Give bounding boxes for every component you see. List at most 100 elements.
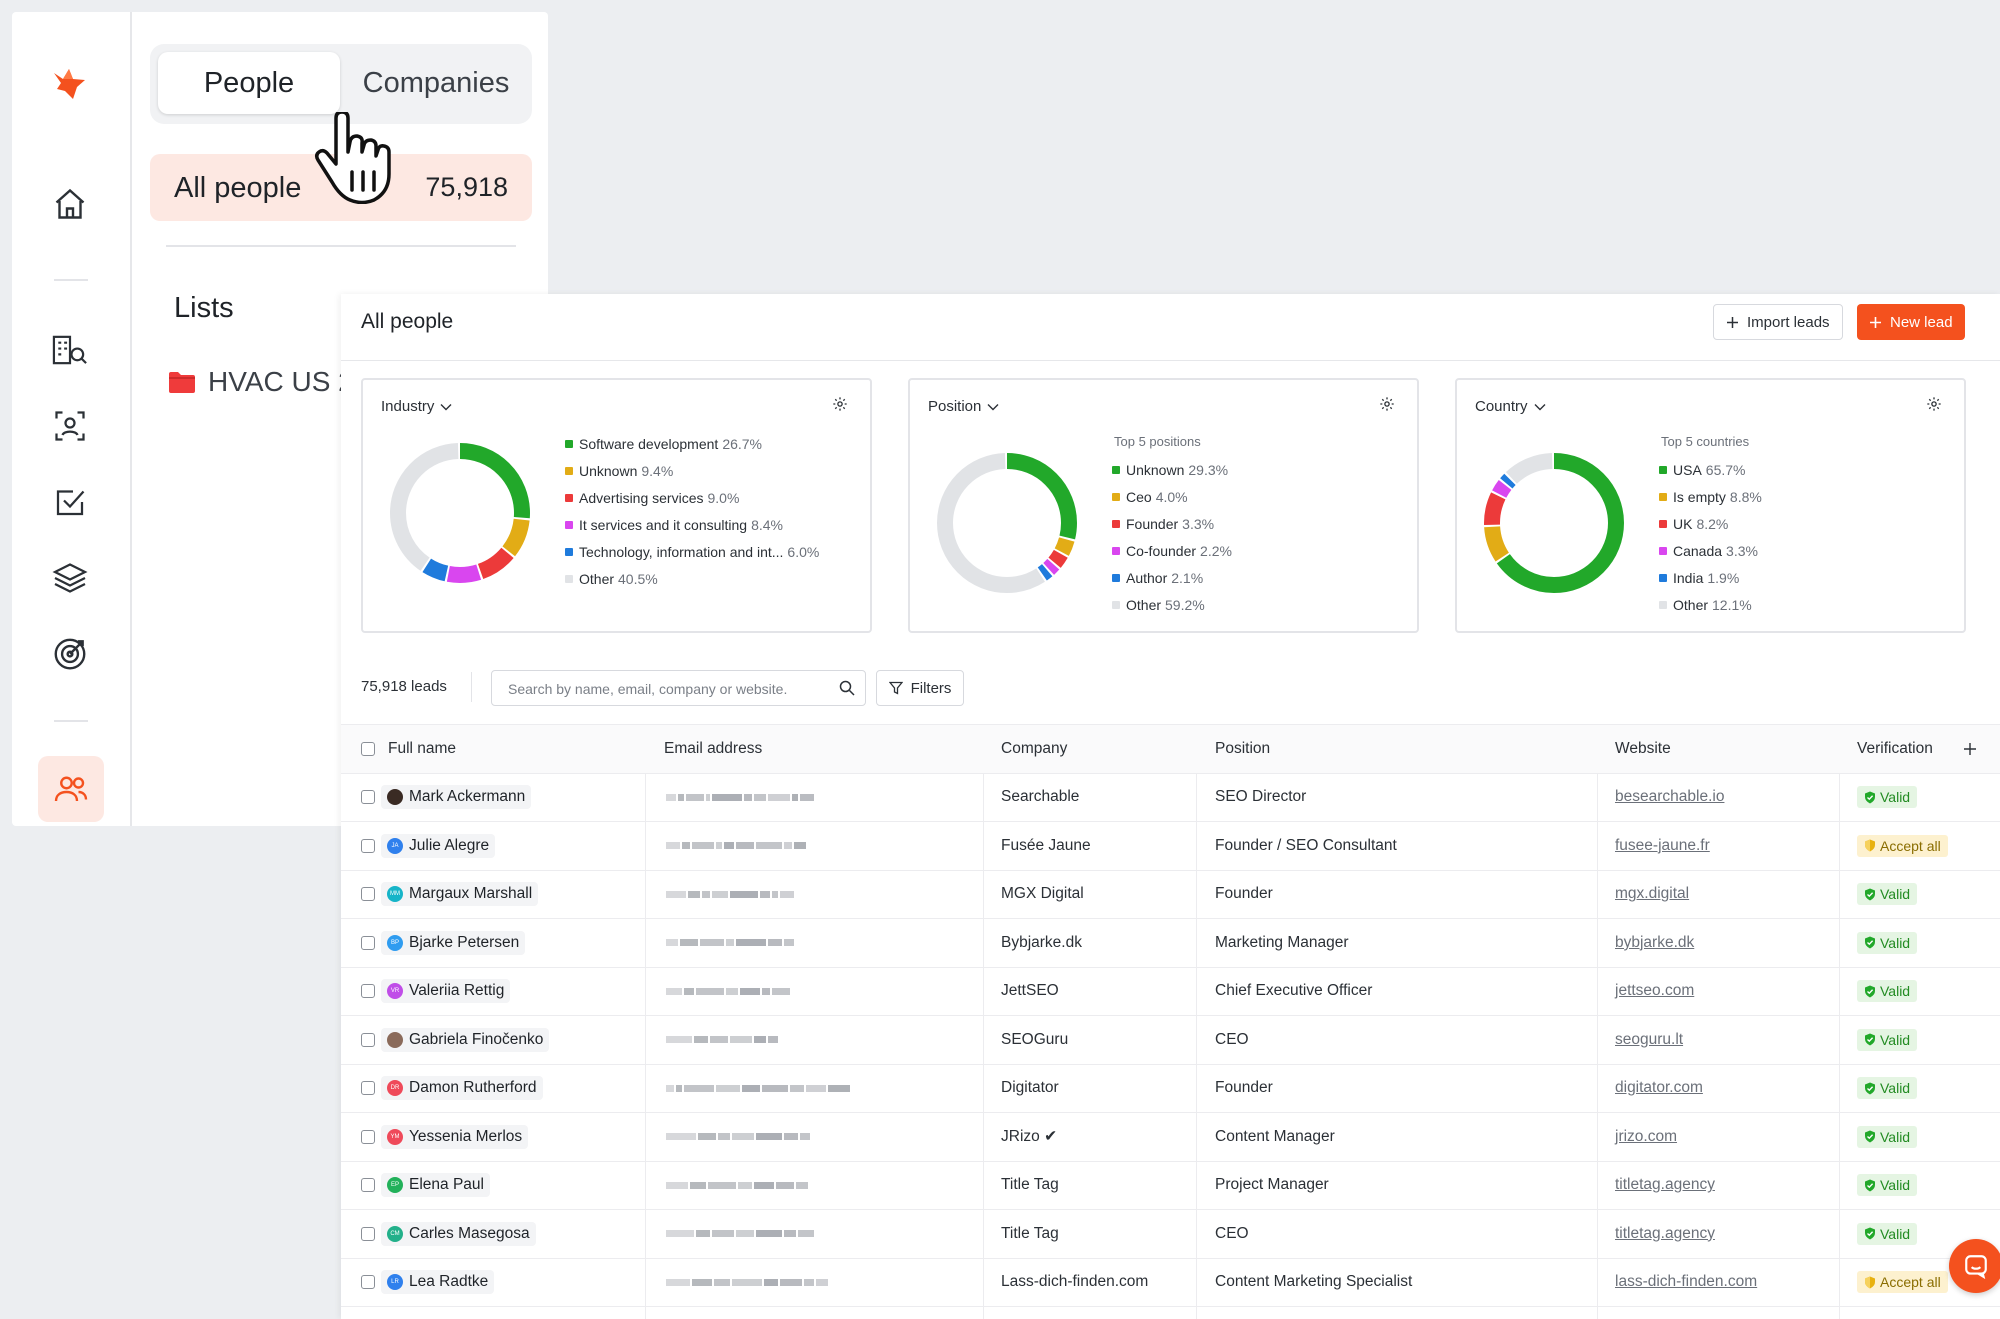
position-cell[interactable]: CEO	[1215, 1030, 1249, 1048]
contact-icon[interactable]	[48, 404, 92, 448]
full-name-cell[interactable]: Gabriela Finočenko	[381, 1016, 550, 1064]
website-cell[interactable]: seoguru.lt	[1615, 1016, 1683, 1064]
email-cell[interactable]	[666, 968, 790, 1016]
email-cell[interactable]	[666, 1113, 810, 1161]
position-cell[interactable]: CEO	[1215, 1224, 1249, 1242]
website-link[interactable]: bybjarke.dk	[1615, 933, 1695, 951]
gear-icon[interactable]	[832, 396, 848, 417]
verification-cell[interactable]: Valid	[1857, 919, 1918, 967]
full-name-cell[interactable]: EP Elena Paul	[381, 1162, 490, 1210]
column-header-company[interactable]: Company	[1001, 739, 1068, 757]
full-name-cell[interactable]: JA Julie Alegre	[381, 822, 496, 870]
email-cell[interactable]	[666, 1016, 778, 1064]
full-name-cell[interactable]: BP Bjarke Petersen	[381, 919, 526, 967]
table-row[interactable]: CM Carles Masegosa Title Tag CEO titletag.ag…	[341, 1210, 2000, 1259]
website-link[interactable]: fusee-jaune.fr	[1615, 836, 1710, 854]
column-header-verification[interactable]: Verification	[1857, 739, 1933, 757]
email-cell[interactable]	[666, 871, 794, 919]
company-cell[interactable]: SEOGuru	[1001, 1030, 1069, 1048]
website-cell[interactable]: titletag.agency	[1615, 1210, 1715, 1258]
contact-chip[interactable]: CM Carles Masegosa	[381, 1221, 536, 1246]
verification-cell[interactable]: Valid	[1857, 1210, 1918, 1258]
position-cell[interactable]: Content Manager	[1215, 1127, 1335, 1145]
gear-icon[interactable]	[1379, 396, 1395, 417]
position-cell[interactable]: Marketing Manager	[1215, 933, 1349, 951]
company-cell[interactable]: Bybjarke.dk	[1001, 933, 1082, 951]
table-row[interactable]: MM Margaux Marshall MGX Digital Founder mgx.…	[341, 871, 2000, 919]
position-cell[interactable]: Content Marketing Specialist	[1215, 1273, 1413, 1291]
list-item[interactable]: HVAC US 2	[168, 362, 354, 402]
chat-icon[interactable]	[1949, 1239, 2000, 1293]
select-all-checkbox[interactable]	[361, 725, 375, 773]
verification-cell[interactable]: Valid	[1857, 968, 1918, 1016]
row-checkbox[interactable]	[361, 968, 375, 1016]
row-checkbox[interactable]	[361, 1210, 375, 1258]
donut-slice-it-services-and-it-consulting[interactable]	[390, 443, 530, 583]
website-cell[interactable]: besearchable.io	[1615, 774, 1724, 822]
new-lead-button[interactable]: New lead	[1857, 304, 1965, 340]
website-cell[interactable]: digitator.com	[1615, 1065, 1703, 1113]
website-link[interactable]: mgx.digital	[1615, 885, 1690, 903]
table-row[interactable]: LR Lea Radtke Lass-dich-finden.com Content …	[341, 1259, 2000, 1307]
verification-cell[interactable]: Accept all	[1857, 822, 1948, 870]
website-cell[interactable]: lass-dich-finden.com	[1615, 1259, 1757, 1307]
tasks-icon[interactable]	[48, 480, 92, 524]
tab-companies[interactable]: Companies	[362, 66, 510, 99]
target-icon[interactable]	[48, 632, 92, 676]
website-cell[interactable]: titletag.agency	[1615, 1162, 1715, 1210]
website-link[interactable]: jettseo.com	[1615, 982, 1695, 1000]
email-cell[interactable]	[666, 1210, 814, 1258]
company-search-icon[interactable]	[48, 328, 92, 372]
position-cell[interactable]: Chief Executive Officer	[1215, 982, 1373, 1000]
company-cell[interactable]: JettSEO	[1001, 982, 1059, 1000]
donut-slice-software-development[interactable]	[390, 443, 530, 583]
company-cell[interactable]: Lass-dich-finden.com	[1001, 1273, 1149, 1291]
filters-button[interactable]: Filters	[876, 670, 964, 706]
position-cell[interactable]: Founder / SEO Consultant	[1215, 836, 1397, 854]
website-link[interactable]: lass-dich-finden.com	[1615, 1273, 1758, 1291]
contact-chip[interactable]: MM Margaux Marshall	[381, 882, 539, 907]
column-header-email[interactable]: Email address	[664, 739, 763, 757]
contact-chip[interactable]: Mark Ackermann	[381, 785, 532, 810]
import-leads-button[interactable]: Import leads	[1713, 304, 1843, 340]
contact-chip[interactable]: JA Julie Alegre	[381, 833, 496, 858]
column-header-full-name[interactable]: Full name	[388, 739, 457, 757]
row-checkbox[interactable]	[361, 1016, 375, 1064]
industry-dropdown[interactable]: Industry	[381, 398, 452, 415]
donut-slice-unknown[interactable]	[937, 453, 1077, 593]
row-checkbox[interactable]	[361, 1113, 375, 1161]
table-row[interactable]: Gabriela Finočenko SEOGuru CEO seoguru.lt Va…	[341, 1016, 2000, 1065]
verification-cell[interactable]: Valid	[1857, 1065, 1918, 1113]
website-cell[interactable]: jettseo.com	[1615, 968, 1694, 1016]
column-header-position[interactable]: Position	[1215, 739, 1271, 757]
donut-slice-uk[interactable]	[1484, 453, 1624, 593]
table-row[interactable]: BP Bjarke Petersen Bybjarke.dk Marketing Ma…	[341, 919, 2000, 968]
home-icon[interactable]	[48, 182, 92, 226]
row-checkbox[interactable]	[361, 1259, 375, 1307]
email-cell[interactable]	[666, 822, 806, 870]
email-cell[interactable]	[666, 774, 814, 822]
row-checkbox[interactable]	[361, 822, 375, 870]
verification-cell[interactable]: Valid	[1857, 774, 1918, 822]
table-row[interactable]: JA Julie Alegre Fusée Jaune Founder / SEO C…	[341, 822, 2000, 871]
row-checkbox[interactable]	[361, 871, 375, 919]
full-name-cell[interactable]: MM Margaux Marshall	[381, 871, 539, 919]
company-cell[interactable]: JRizo ✔	[1001, 1128, 1058, 1146]
contact-chip[interactable]: EP Elena Paul	[381, 1173, 490, 1198]
donut-slice-other[interactable]	[390, 443, 530, 583]
contact-chip[interactable]: DR Damon Rutherford	[381, 1076, 543, 1101]
verification-cell[interactable]: Accept all	[1857, 1259, 1948, 1307]
people-icon[interactable]	[38, 756, 104, 822]
full-name-cell[interactable]: CM Carles Masegosa	[381, 1210, 536, 1258]
position-cell[interactable]: Founder	[1215, 885, 1273, 903]
row-checkbox[interactable]	[361, 1065, 375, 1113]
column-header-website[interactable]: Website	[1615, 739, 1671, 757]
search-icon[interactable]	[839, 680, 855, 696]
website-link[interactable]: titletag.agency	[1615, 1176, 1715, 1194]
website-cell[interactable]: mgx.digital	[1615, 871, 1689, 919]
website-link[interactable]: seoguru.lt	[1615, 1030, 1684, 1048]
full-name-cell[interactable]: LR Lea Radtke	[381, 1259, 495, 1307]
table-row[interactable]: Mark Ackermann Searchable SEO Director bese…	[341, 774, 2000, 822]
full-name-cell[interactable]: VR Valeriia Rettig	[381, 968, 511, 1016]
contact-chip[interactable]: YM Yessenia Merlos	[381, 1124, 529, 1149]
